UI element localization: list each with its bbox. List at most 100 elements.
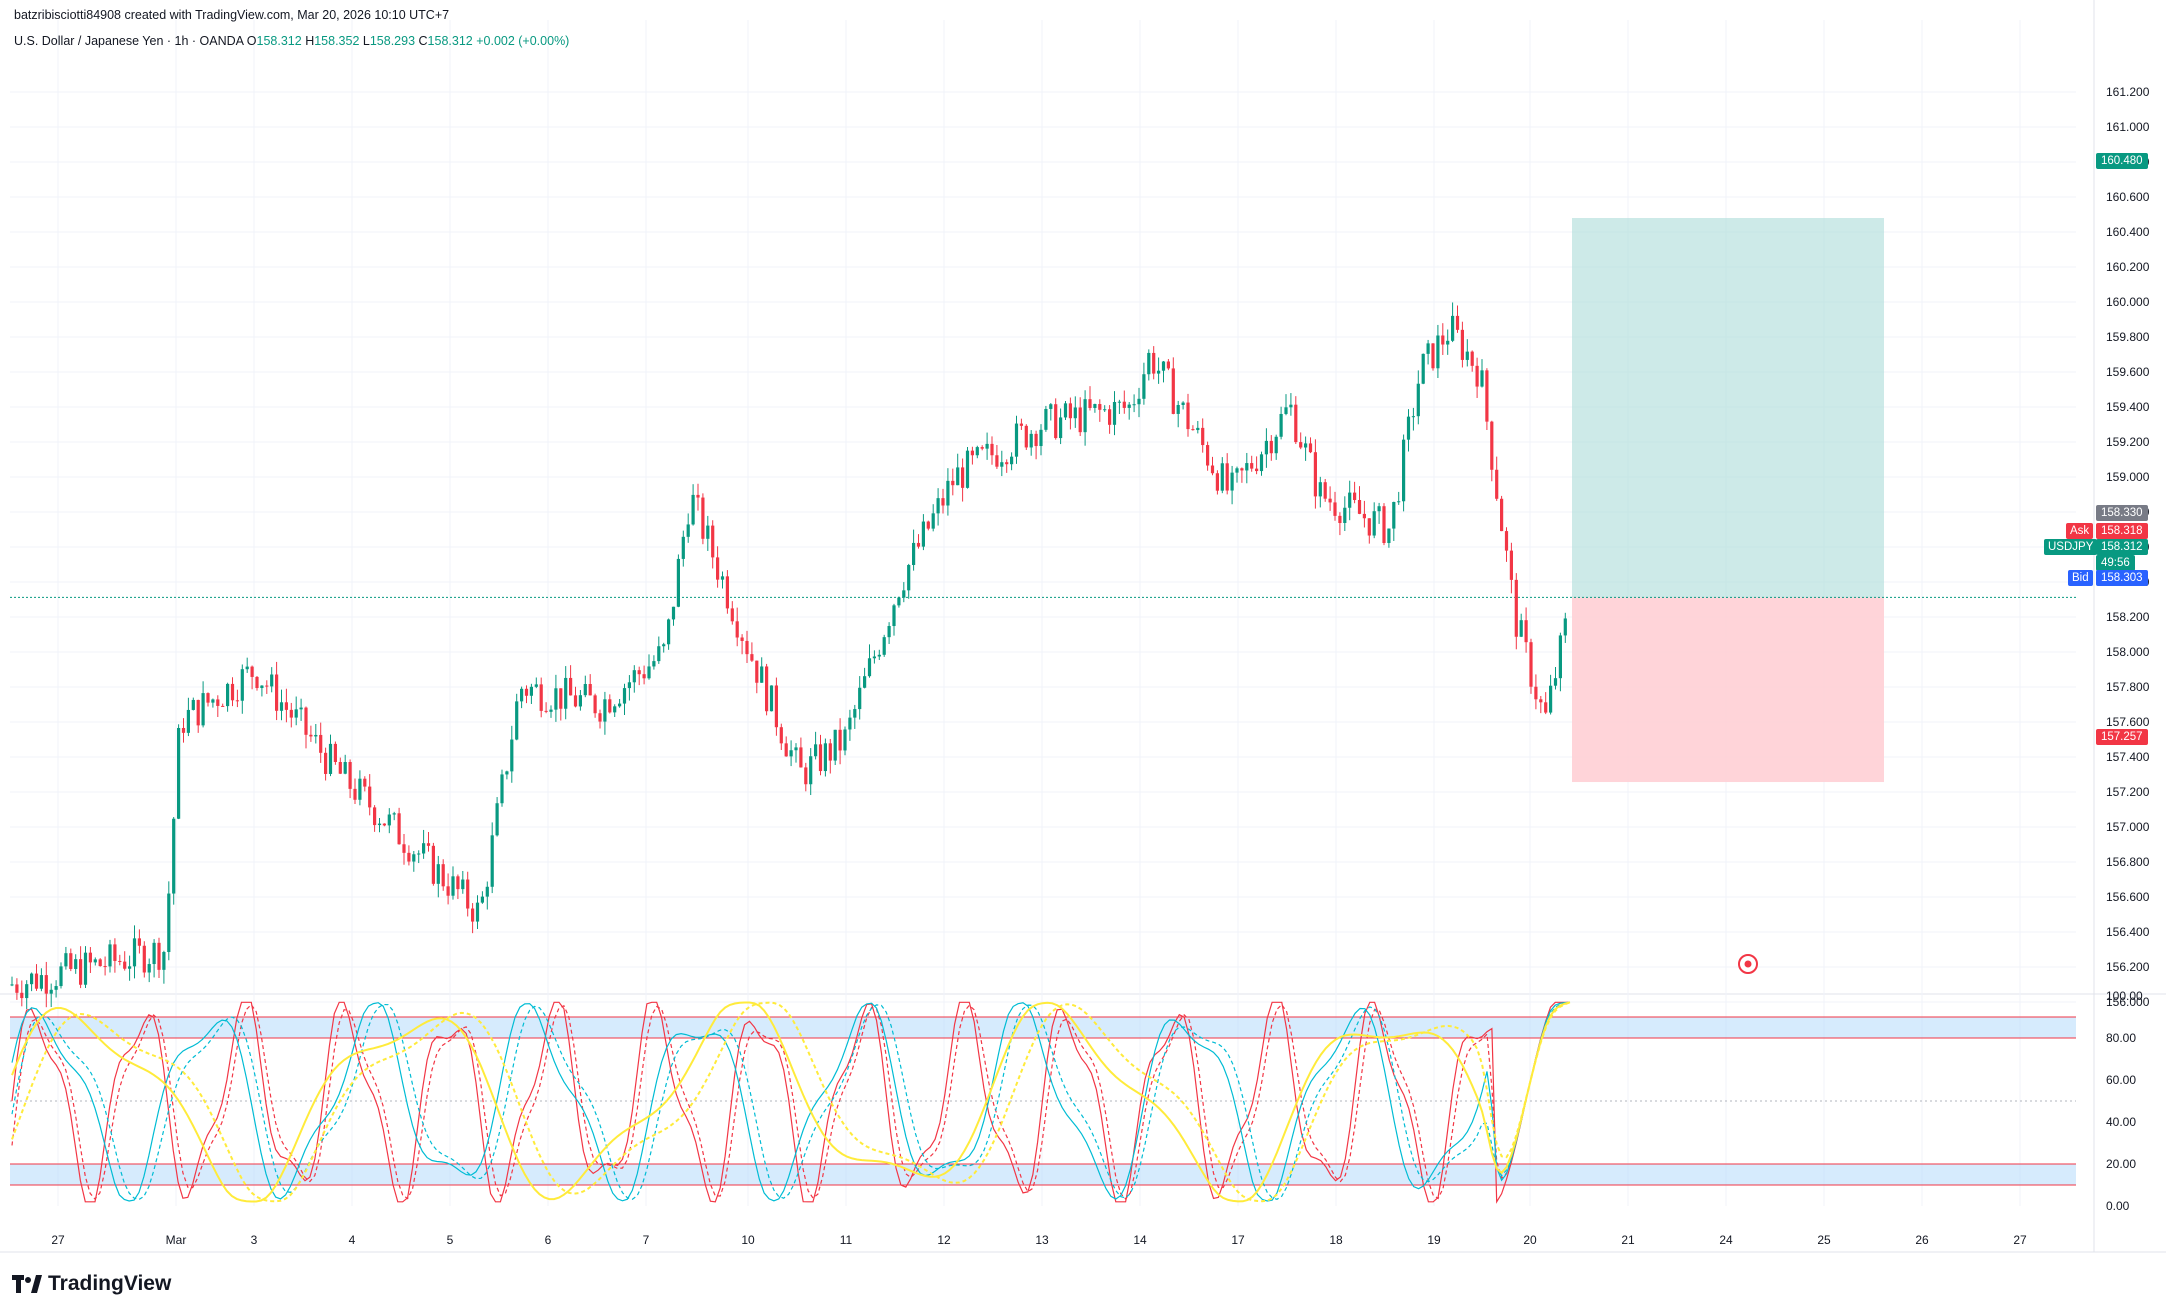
candle-body — [1539, 699, 1543, 703]
candle-body — [916, 542, 921, 547]
candle-body — [1470, 351, 1474, 366]
price-tick-label: 157.000 — [2106, 820, 2150, 834]
candle-body — [843, 729, 847, 751]
candle-body — [1142, 374, 1146, 399]
candle-body — [314, 734, 318, 737]
candle-body — [240, 669, 244, 701]
time-tick-label: 5 — [447, 1233, 454, 1247]
candle-body — [985, 443, 989, 449]
price-tick-label: 156.400 — [2106, 925, 2150, 939]
stoch-line-slow_k — [11, 1001, 1571, 1203]
candle-body — [1426, 343, 1430, 354]
tradingview-logo[interactable]: TradingView — [12, 1272, 171, 1296]
time-tick-label: 7 — [643, 1233, 650, 1247]
time-tick-label: 26 — [1915, 1233, 1929, 1247]
tradingview-logo-text: TradingView — [48, 1272, 172, 1295]
candle-body — [1289, 404, 1293, 408]
candle-body — [696, 494, 700, 498]
candle-body — [284, 702, 288, 710]
symbol-legend[interactable]: U.S. Dollar / Japanese Yen · 1h · OANDA … — [14, 34, 569, 48]
candle-body — [451, 876, 455, 896]
candle-body — [632, 670, 636, 683]
target-marker-icon[interactable] — [1738, 954, 1758, 974]
candle-body — [794, 747, 798, 751]
price-tick-label: 161.000 — [2106, 120, 2150, 134]
candle-body — [1108, 409, 1112, 425]
candle-body — [353, 788, 357, 800]
candle-body — [965, 450, 970, 488]
candle-body — [995, 455, 999, 467]
ohlc-open-label: O — [246, 34, 257, 48]
candle-body — [1534, 686, 1538, 700]
candle-body — [902, 590, 906, 598]
candle-body — [402, 844, 406, 853]
ask-label-tag: Ask — [2066, 523, 2094, 539]
time-tick-label: 25 — [1817, 1233, 1831, 1247]
candle-body — [1259, 454, 1264, 472]
candlestick-series — [10, 302, 1567, 1009]
candle-body — [823, 743, 827, 772]
ohlc-high-label: H — [305, 34, 315, 48]
price-tick-label: 159.800 — [2106, 330, 2150, 344]
candle-body — [211, 699, 215, 703]
candle-body — [1274, 436, 1278, 454]
candle-body — [1010, 456, 1014, 465]
candle-body — [206, 693, 210, 703]
time-tick-label: 18 — [1329, 1233, 1343, 1247]
candle-body — [1034, 433, 1038, 447]
candle-body — [1519, 620, 1523, 637]
candle-body — [799, 747, 803, 768]
candle-body — [328, 743, 333, 774]
symbol-tag: USDJPY — [2044, 539, 2098, 555]
stoch-tick-label: 40.00 — [2106, 1115, 2136, 1129]
candle-body — [564, 677, 568, 709]
price-tick-label: 157.600 — [2106, 715, 2150, 729]
candle-body — [377, 823, 382, 826]
candle-body — [1166, 361, 1170, 369]
candle-body — [652, 661, 656, 667]
candle-body — [1402, 439, 1406, 502]
candle-body — [1005, 462, 1009, 465]
stoch-tick-label: 0.00 — [2106, 1199, 2130, 1213]
stochastic-panel[interactable] — [10, 1001, 2076, 1204]
candle-body — [1549, 685, 1553, 713]
candle-body — [426, 843, 431, 846]
candle-body — [863, 676, 867, 688]
candle-body — [956, 467, 960, 486]
ohlc-close: 158.312 — [427, 34, 473, 48]
candle-body — [701, 497, 705, 539]
candle-body — [235, 700, 239, 702]
candle-body — [1333, 502, 1337, 516]
candle-body — [1490, 421, 1494, 470]
candle-body — [294, 709, 298, 718]
candle-body — [578, 695, 582, 707]
time-axis[interactable]: 27 Mar 3 4 5 6 7 10 11 12 13 14 17 18 19 20 21 24 25 26 27 — [51, 1233, 2027, 1247]
candle-body — [921, 521, 925, 547]
candle-body — [172, 818, 176, 894]
candle-body — [1039, 429, 1043, 447]
candle-body — [446, 886, 450, 896]
candle-body — [789, 750, 793, 757]
price-tick-label: 160.200 — [2106, 260, 2150, 274]
candle-body — [93, 959, 97, 963]
candle-body — [157, 942, 161, 970]
candle-body — [79, 959, 83, 985]
price-tick-label: 159.000 — [2106, 470, 2150, 484]
candle-body — [784, 743, 788, 757]
candle-body — [554, 688, 558, 710]
price-axis[interactable]: 161.200161.000160.800160.600160.400160.2… — [2106, 85, 2150, 1213]
candle-body — [260, 685, 264, 689]
time-tick-label: 20 — [1523, 1233, 1537, 1247]
candle-body — [671, 606, 676, 620]
candle-body — [1235, 468, 1239, 473]
candle-body — [583, 684, 587, 696]
candle-body — [475, 902, 480, 922]
candle-body — [1269, 440, 1273, 454]
candle-body — [1181, 402, 1185, 405]
position-zones[interactable] — [10, 218, 2076, 783]
candle-body — [946, 480, 950, 506]
time-tick-label: 17 — [1231, 1233, 1245, 1247]
candle-body — [456, 876, 460, 890]
candle-body — [49, 989, 53, 994]
